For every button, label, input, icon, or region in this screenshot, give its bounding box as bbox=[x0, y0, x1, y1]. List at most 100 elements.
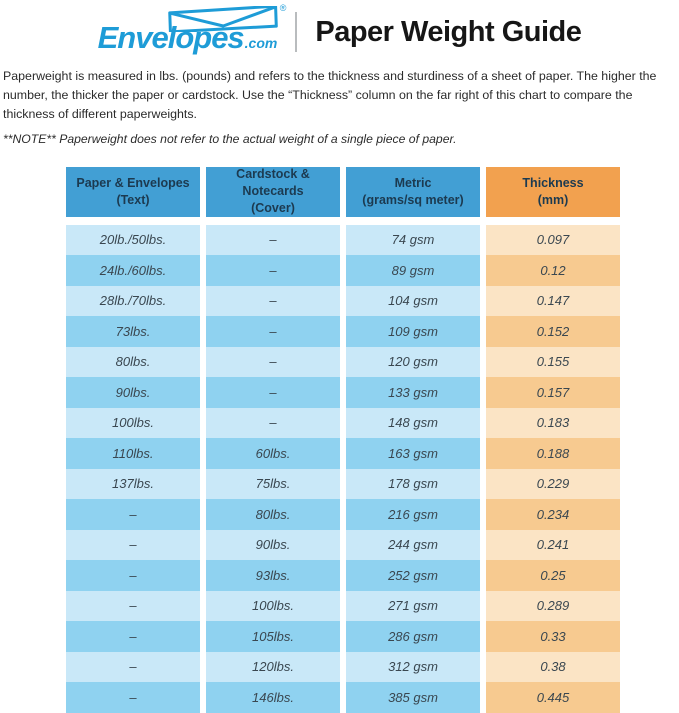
cell-cover-weight: 80lbs. bbox=[206, 499, 340, 530]
cell-thickness: 0.183 bbox=[486, 407, 620, 439]
cell-cover-weight: – bbox=[206, 285, 340, 317]
cell-thickness: 0.147 bbox=[486, 285, 620, 317]
table-row: – 90lbs. 244 gsm 0.241 bbox=[66, 529, 620, 561]
cell-cover-weight: – bbox=[206, 255, 340, 286]
cell-metric: 89 gsm bbox=[346, 255, 480, 286]
table-row: 28lb./70lbs. – 104 gsm 0.147 bbox=[66, 285, 620, 317]
column-header-sublabel: (mm) bbox=[537, 192, 569, 207]
cell-text-weight: 28lb./70lbs. bbox=[66, 285, 200, 317]
table-row: 20lb./50lbs. – 74 gsm 0.097 bbox=[66, 224, 620, 256]
cell-metric: 271 gsm bbox=[346, 590, 480, 622]
cell-thickness: 0.241 bbox=[486, 529, 620, 561]
cell-metric: 385 gsm bbox=[346, 682, 480, 713]
cell-metric: 104 gsm bbox=[346, 285, 480, 317]
cell-cover-weight: 90lbs. bbox=[206, 529, 340, 561]
cell-cover-weight: – bbox=[206, 407, 340, 439]
cell-thickness: 0.188 bbox=[486, 438, 620, 469]
column-header-label: Cardstock & Notecards bbox=[236, 167, 310, 199]
cell-thickness: 0.157 bbox=[486, 377, 620, 408]
cell-text-weight: 80lbs. bbox=[66, 346, 200, 378]
table-row: 73lbs. – 109 gsm 0.152 bbox=[66, 316, 620, 347]
cell-thickness: 0.289 bbox=[486, 590, 620, 622]
cell-thickness: 0.38 bbox=[486, 651, 620, 683]
cell-metric: 133 gsm bbox=[346, 377, 480, 408]
cell-thickness: 0.097 bbox=[486, 224, 620, 256]
cell-text-weight: 100lbs. bbox=[66, 407, 200, 439]
page-title: Paper Weight Guide bbox=[315, 15, 582, 48]
table-header-row: Paper & Envelopes (Text) Cardstock & Not… bbox=[66, 166, 620, 217]
intro-paragraph: Paperweight is measured in lbs. (pounds)… bbox=[3, 69, 657, 122]
cell-cover-weight: 146lbs. bbox=[206, 682, 340, 713]
cell-metric: 109 gsm bbox=[346, 316, 480, 347]
table-row: – 80lbs. 216 gsm 0.234 bbox=[66, 499, 620, 530]
column-header-thickness: Thickness (mm) bbox=[486, 166, 620, 217]
cell-cover-weight: – bbox=[206, 346, 340, 378]
cell-metric: 178 gsm bbox=[346, 468, 480, 500]
cell-metric: 286 gsm bbox=[346, 621, 480, 652]
column-header-label: Metric bbox=[394, 175, 432, 190]
cell-metric: 252 gsm bbox=[346, 560, 480, 591]
logo-tld-text: .com bbox=[244, 34, 278, 51]
column-header-label: Paper & Envelopes bbox=[76, 175, 190, 190]
cell-text-weight: 73lbs. bbox=[66, 316, 200, 347]
cell-thickness: 0.25 bbox=[486, 560, 620, 591]
intro-note: **NOTE** Paperweight does not refer to t… bbox=[3, 131, 457, 146]
cell-text-weight: 24lb./60lbs. bbox=[66, 255, 200, 286]
cell-text-weight: 137lbs. bbox=[66, 468, 200, 500]
column-header-sublabel: (grams/sq meter) bbox=[362, 192, 464, 207]
cell-thickness: 0.33 bbox=[486, 621, 620, 652]
table-row: – 120lbs. 312 gsm 0.38 bbox=[66, 651, 620, 683]
cell-text-weight: – bbox=[66, 682, 200, 713]
cell-text-weight: – bbox=[66, 621, 200, 652]
column-header-cardstock-notecards: Cardstock & Notecards (Cover) bbox=[206, 166, 340, 217]
envelopes-logo: ® Envelopes .com bbox=[98, 3, 287, 53]
table-row: – 93lbs. 252 gsm 0.25 bbox=[66, 560, 620, 591]
cell-metric: 120 gsm bbox=[346, 346, 480, 378]
cell-metric: 163 gsm bbox=[346, 438, 480, 469]
cell-metric: 74 gsm bbox=[346, 224, 480, 256]
cell-thickness: 0.12 bbox=[486, 255, 620, 286]
table-row: – 146lbs. 385 gsm 0.445 bbox=[66, 682, 620, 713]
registered-mark: ® bbox=[279, 2, 287, 13]
cell-cover-weight: – bbox=[206, 377, 340, 408]
cell-metric: 244 gsm bbox=[346, 529, 480, 561]
cell-text-weight: – bbox=[66, 499, 200, 530]
masthead: ® Envelopes .com Paper Weight Guide bbox=[0, 0, 679, 57]
paper-weight-table: Paper & Envelopes (Text) Cardstock & Not… bbox=[66, 166, 620, 713]
cell-cover-weight: 93lbs. bbox=[206, 560, 340, 591]
cell-cover-weight: – bbox=[206, 316, 340, 347]
cell-metric: 312 gsm bbox=[346, 651, 480, 683]
cell-thickness: 0.155 bbox=[486, 346, 620, 378]
column-header-paper-envelopes: Paper & Envelopes (Text) bbox=[66, 166, 200, 217]
cell-cover-weight: 75lbs. bbox=[206, 468, 340, 500]
column-header-sublabel: (Cover) bbox=[251, 201, 295, 216]
cell-cover-weight: 60lbs. bbox=[206, 438, 340, 469]
table-row: – 105lbs. 286 gsm 0.33 bbox=[66, 621, 620, 652]
cell-text-weight: 20lb./50lbs. bbox=[66, 224, 200, 256]
cell-metric: 148 gsm bbox=[346, 407, 480, 439]
table-row: – 100lbs. 271 gsm 0.289 bbox=[66, 590, 620, 622]
table-row: 24lb./60lbs. – 89 gsm 0.12 bbox=[66, 255, 620, 286]
cell-metric: 216 gsm bbox=[346, 499, 480, 530]
table-row: 80lbs. – 120 gsm 0.155 bbox=[66, 346, 620, 378]
cell-text-weight: – bbox=[66, 560, 200, 591]
cell-text-weight: – bbox=[66, 529, 200, 561]
cell-text-weight: 90lbs. bbox=[66, 377, 200, 408]
table-row: 137lbs. 75lbs. 178 gsm 0.229 bbox=[66, 468, 620, 500]
intro-section: Paperweight is measured in lbs. (pounds)… bbox=[3, 67, 676, 146]
cell-text-weight: 110lbs. bbox=[66, 438, 200, 469]
cell-cover-weight: 100lbs. bbox=[206, 590, 340, 622]
cell-text-weight: – bbox=[66, 651, 200, 683]
table-row: 110lbs. 60lbs. 163 gsm 0.188 bbox=[66, 438, 620, 469]
cell-cover-weight: 105lbs. bbox=[206, 621, 340, 652]
table-row: 100lbs. – 148 gsm 0.183 bbox=[66, 407, 620, 439]
column-header-label: Thickness bbox=[522, 175, 584, 190]
cell-thickness: 0.229 bbox=[486, 468, 620, 500]
envelope-icon bbox=[167, 4, 279, 36]
cell-cover-weight: 120lbs. bbox=[206, 651, 340, 683]
masthead-divider bbox=[295, 12, 298, 52]
table-row: 90lbs. – 133 gsm 0.157 bbox=[66, 377, 620, 408]
column-header-sublabel: (Text) bbox=[116, 192, 150, 207]
cell-cover-weight: – bbox=[206, 224, 340, 256]
cell-thickness: 0.152 bbox=[486, 316, 620, 347]
